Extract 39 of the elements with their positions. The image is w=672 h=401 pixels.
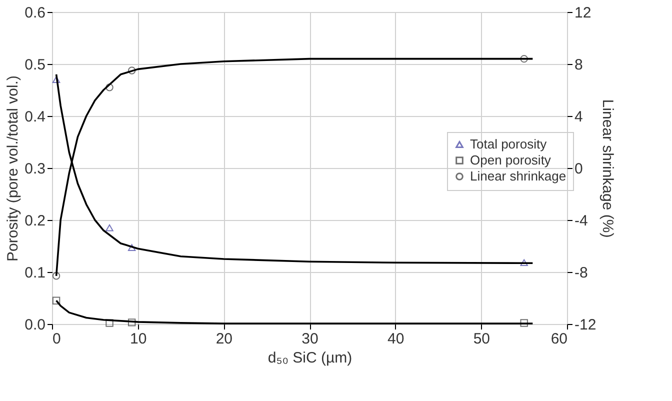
legend-label: Total porosity [470,136,548,152]
y2-tick-label: 0 [574,160,583,178]
y2-tick-label: -4 [574,212,588,230]
x-tick-label: 50 [473,330,490,348]
point [52,296,60,304]
y2-tick-label: -12 [574,316,596,334]
point [106,84,114,92]
point [106,224,114,232]
y-tick-label: 0.3 [24,160,46,178]
point [128,66,136,74]
y2-tick-label: 12 [574,4,592,22]
x-tick-label: 20 [216,330,233,348]
point [128,318,136,326]
x-tick-label: 30 [302,330,318,348]
x-tick-label: 40 [387,330,404,348]
point [520,259,528,266]
x-tick-label: 10 [130,330,147,348]
y2-tick-label: -8 [574,264,588,282]
legend-label: Open porosity [470,152,552,168]
x-axis-title: d₅₀ SiC (µm) [268,350,352,366]
y-axis-title: Porosity (pore vol./total vol.) [4,76,22,262]
point [52,272,60,280]
y-tick-label: 0.5 [24,56,46,74]
y-tick-label: 0.6 [24,4,46,22]
point [520,319,528,327]
y2-axis-title: Linear shrinkage (%) [599,99,616,238]
y-tick-label: 0.2 [24,212,46,230]
y2-tick-label: 8 [574,56,583,74]
point [52,76,60,84]
y2-tick-label: 4 [574,108,583,126]
point [520,54,528,63]
point [106,319,114,327]
y-tick-label: 0.1 [24,264,46,282]
x-tick-label: 60 [550,330,568,348]
x-tick-label: 0 [52,330,61,348]
point [128,244,136,251]
legend-label: Linear shrinkage [470,168,566,184]
y-tick-label: 0.4 [24,108,46,126]
y-tick-label: 0.0 [24,316,46,334]
